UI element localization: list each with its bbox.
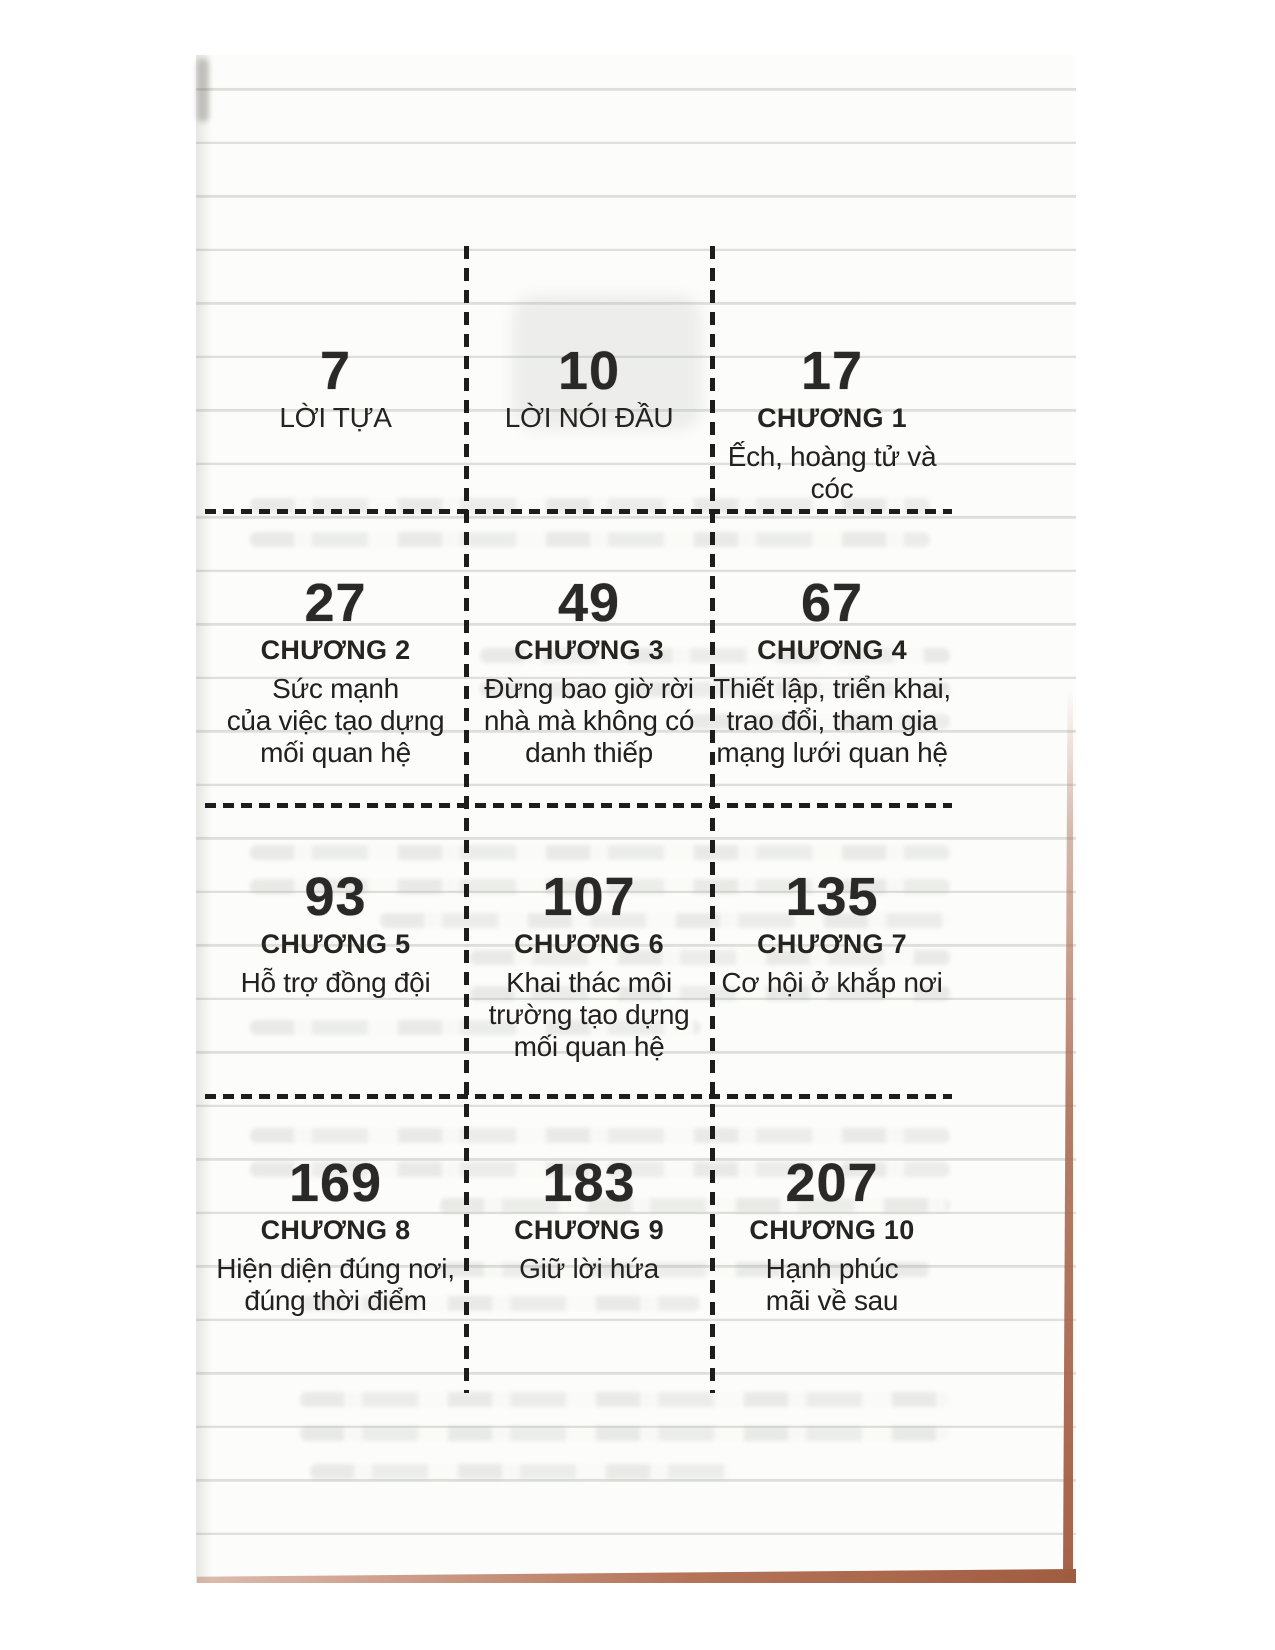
- vertical-dashed-divider: [710, 246, 715, 1393]
- page-number: 135: [785, 867, 879, 927]
- entry-heading: CHƯƠNG 1: [757, 403, 907, 433]
- toc-entry: 169 CHƯƠNG 8 Hiện diện đúng nơi, đúng th…: [205, 1096, 466, 1393]
- entry-heading: CHƯƠNG 2: [260, 635, 411, 665]
- page-number: 207: [785, 1153, 879, 1213]
- page-number: 93: [304, 867, 367, 927]
- ghost-text-smudge: [300, 1392, 950, 1407]
- ghost-text-smudge: [250, 1162, 950, 1177]
- toc-entry: 17 CHƯƠNG 1 Ếch, hoàng tử và cóc: [712, 240, 952, 511]
- entry-title-line: Giữ lời hứa: [519, 1253, 659, 1284]
- entry-heading: CHƯƠNG 5: [260, 929, 411, 959]
- ghost-text-smudge: [300, 1296, 700, 1311]
- book-cover-edge-right: [1063, 690, 1073, 1576]
- toc-entry: 135 CHƯƠNG 7 Cơ hội ở khắp nơi: [712, 805, 952, 1096]
- entry-title-line: trao đổi, tham gia: [726, 705, 938, 736]
- toc-entry: 207 CHƯƠNG 10 Hạnh phúc mãi về sau: [712, 1096, 952, 1393]
- entry-title-line: Đừng bao giờ rời: [484, 673, 694, 704]
- entry-title-line: nhà mà không có: [483, 705, 695, 736]
- entry-heading: CHƯƠNG 10: [749, 1215, 915, 1245]
- page-corner-smudge: [197, 58, 209, 122]
- ghost-text-smudge: [380, 913, 950, 928]
- horizontal-dashed-divider: [205, 1094, 952, 1099]
- toc-entry: 107 CHƯƠNG 6 Khai thác môi trường tạo dự…: [466, 805, 712, 1096]
- ghost-text-smudge: [250, 1020, 700, 1035]
- page-number: 17: [800, 341, 864, 401]
- entry-heading: CHƯƠNG 4: [757, 635, 907, 665]
- page-number: 49: [557, 573, 621, 633]
- toc-entry: 49 CHƯƠNG 3 Đừng bao giờ rời nhà mà khôn…: [466, 511, 712, 805]
- toc-entry: 10 LỜI NÓI ĐẦU: [466, 240, 712, 511]
- page-number: 107: [542, 867, 636, 927]
- horizontal-dashed-divider: [205, 509, 952, 514]
- ghost-text-smudge: [480, 648, 950, 663]
- entry-heading: CHƯƠNG 8: [260, 1215, 411, 1245]
- horizontal-dashed-divider: [205, 803, 952, 808]
- entry-title-line: mạng lưới quan hệ: [716, 737, 948, 768]
- ghost-text-smudge: [440, 1262, 930, 1277]
- entry-heading: LỜI TỰA: [279, 402, 392, 433]
- ghost-text-smudge: [250, 879, 950, 894]
- entry-title-line: mối quan hệ: [513, 1031, 665, 1062]
- page-number: 169: [288, 1153, 383, 1213]
- page-number: 183: [542, 1153, 636, 1213]
- entry-title-line: đúng thời điểm: [244, 1285, 427, 1316]
- page-number: 67: [800, 573, 864, 633]
- page-number: 10: [557, 341, 621, 401]
- toc-entry: 7 LỜI TỰA: [205, 240, 466, 511]
- ghost-text-smudge: [250, 532, 930, 547]
- toc-grid: 7 LỜI TỰA 10 LỜI NÓI ĐẦU 17 CHƯƠNG 1 Ếch…: [205, 240, 952, 1393]
- entry-title-line: của việc tạo dựng: [226, 705, 445, 736]
- toc-row: 169 CHƯƠNG 8 Hiện diện đúng nơi, đúng th…: [205, 1096, 952, 1393]
- ghost-text-smudge: [310, 1464, 730, 1479]
- toc-entry: 93 CHƯƠNG 5 Hỗ trợ đồng đội: [205, 805, 466, 1096]
- entry-title-line: mãi về sau: [765, 1285, 899, 1316]
- entry-heading: LỜI NÓI ĐẦU: [504, 402, 674, 433]
- ghost-text-smudge: [480, 682, 950, 697]
- toc-row: 7 LỜI TỰA 10 LỜI NÓI ĐẦU 17 CHƯƠNG 1 Ếch…: [205, 240, 952, 511]
- toc-row: 93 CHƯƠNG 5 Hỗ trợ đồng đội 107 CHƯƠNG 6…: [205, 805, 952, 1096]
- vertical-dashed-divider: [464, 246, 469, 1393]
- ghost-text-smudge: [250, 1128, 950, 1143]
- entry-title-line: Khai thác môi: [506, 967, 672, 998]
- ghost-text-smudge: [300, 1426, 950, 1441]
- paper-page: [196, 55, 1076, 1583]
- entry-title-line: Cơ hội ở khắp nơi: [721, 967, 943, 998]
- entry-heading: CHƯƠNG 9: [514, 1215, 664, 1245]
- entry-title-line: Hỗ trợ đồng đội: [240, 967, 431, 998]
- ghost-text-smudge: [690, 714, 950, 729]
- toc-entry: 183 CHƯƠNG 9 Giữ lời hứa: [466, 1096, 712, 1393]
- entry-title-line: mối quan hệ: [260, 737, 411, 768]
- entry-title-line: Sức mạnh: [272, 673, 399, 704]
- ghost-text-smudge: [250, 845, 950, 860]
- ghost-title-blob: [512, 295, 702, 430]
- page-number: 27: [304, 573, 367, 633]
- entry-title-line: trường tạo dựng: [488, 999, 690, 1030]
- entry-title-line: Hạnh phúc: [765, 1253, 899, 1284]
- entry-heading: CHƯƠNG 6: [514, 929, 664, 959]
- toc-entry: 27 CHƯƠNG 2 Sức mạnh của việc tạo dựng m…: [205, 511, 466, 805]
- entry-title-line: Ếch, hoàng tử và cóc: [727, 441, 937, 504]
- page-number: 7: [319, 341, 352, 401]
- entry-heading: CHƯƠNG 7: [757, 929, 907, 959]
- toc-row: 27 CHƯƠNG 2 Sức mạnh của việc tạo dựng m…: [205, 511, 952, 805]
- toc-entry: 67 CHƯƠNG 4 Thiết lập, triển khai, trao …: [712, 511, 952, 805]
- ghost-text-smudge: [440, 1198, 950, 1213]
- entry-title-line: Hiện diện đúng nơi,: [216, 1253, 455, 1284]
- entry-title-line: danh thiếp: [525, 737, 653, 768]
- entry-title-line: Thiết lập, triển khai,: [713, 673, 951, 704]
- entry-heading: CHƯƠNG 3: [514, 635, 664, 665]
